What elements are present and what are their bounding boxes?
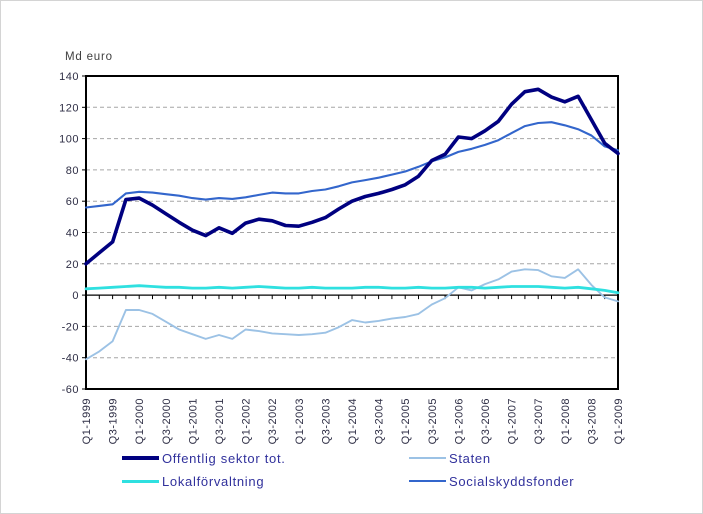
y-tick-label: -20 <box>62 321 79 333</box>
x-tick-label: Q3-2000 <box>161 398 173 444</box>
legend-label: Staten <box>449 450 491 466</box>
legend-item: Socialskyddsfonder <box>409 470 574 492</box>
x-tick-label: Q3-2001 <box>214 398 226 444</box>
x-tick-label: Q3-2008 <box>586 398 598 444</box>
x-tick-label: Q1-2003 <box>294 398 306 444</box>
y-tick-label: 100 <box>59 134 79 146</box>
x-tick-label: Q3-2005 <box>427 398 439 444</box>
legend-label: Socialskyddsfonder <box>449 473 575 489</box>
line-chart-plot: -60 -40 -20 0 20 40 60 80 100 120 140 Q1-1999 Q3-199… <box>59 71 625 444</box>
legend-line-swatch <box>122 456 159 460</box>
x-tick-label: Q3-2006 <box>480 398 492 444</box>
legend-line-swatch <box>122 479 159 483</box>
y-axis-unit-label: Md euro <box>65 51 113 63</box>
y-tick-label: -60 <box>62 384 79 396</box>
x-tick-label: Q3-2007 <box>533 398 545 444</box>
x-tick-label: Q3-2004 <box>374 398 386 444</box>
x-tick-label: Q3-2003 <box>320 398 332 444</box>
x-tick-label: Q1-1999 <box>81 398 93 444</box>
x-tick-label: Q1-2007 <box>507 398 519 444</box>
legend-line-swatch <box>409 480 446 482</box>
x-tick-label: Q1-2008 <box>560 398 572 444</box>
series-line-offentlig-sektor-tot <box>84 87 620 266</box>
x-tick-label: Q3-2002 <box>267 398 279 444</box>
x-tick-label: Q1-2000 <box>134 398 146 444</box>
x-tick-label: Q3-1999 <box>108 398 120 444</box>
y-tick-label: 80 <box>66 165 79 177</box>
x-tick-label: Q1-2002 <box>241 398 253 444</box>
plot-border <box>85 75 619 390</box>
y-tick-label: 40 <box>66 228 79 240</box>
legend-label: Offentlig sektor tot. <box>162 450 286 466</box>
x-tick-label: Q1-2004 <box>347 398 359 444</box>
legend-item: Staten <box>409 447 574 469</box>
y-tick-label: 0 <box>72 290 79 302</box>
y-tick-label: 20 <box>66 259 79 271</box>
legend-label: Lokalförvaltning <box>162 473 265 489</box>
legend-item: Offentlig sektor tot. <box>122 447 409 469</box>
legend-item: Lokalförvaltning <box>122 470 409 492</box>
x-tick-label: Q1-2009 <box>613 398 625 444</box>
chart-legend: Offentlig sektor tot. Staten Lokalförvaltn… <box>122 447 574 492</box>
legend-line-swatch <box>409 457 446 459</box>
y-tick-label: -40 <box>62 353 79 365</box>
y-tick-label: 60 <box>66 196 79 208</box>
series-line-staten <box>85 268 619 361</box>
y-tick-label: 140 <box>59 71 79 83</box>
x-tick-label: Q1-2005 <box>400 398 412 444</box>
y-tick-label: 120 <box>59 102 79 114</box>
series-line-socialskyddsfonder <box>84 121 620 209</box>
series-line-lokalf-rvaltning <box>84 284 620 295</box>
x-tick-label: Q1-2006 <box>453 398 465 444</box>
x-tick-label: Q1-2001 <box>187 398 199 444</box>
